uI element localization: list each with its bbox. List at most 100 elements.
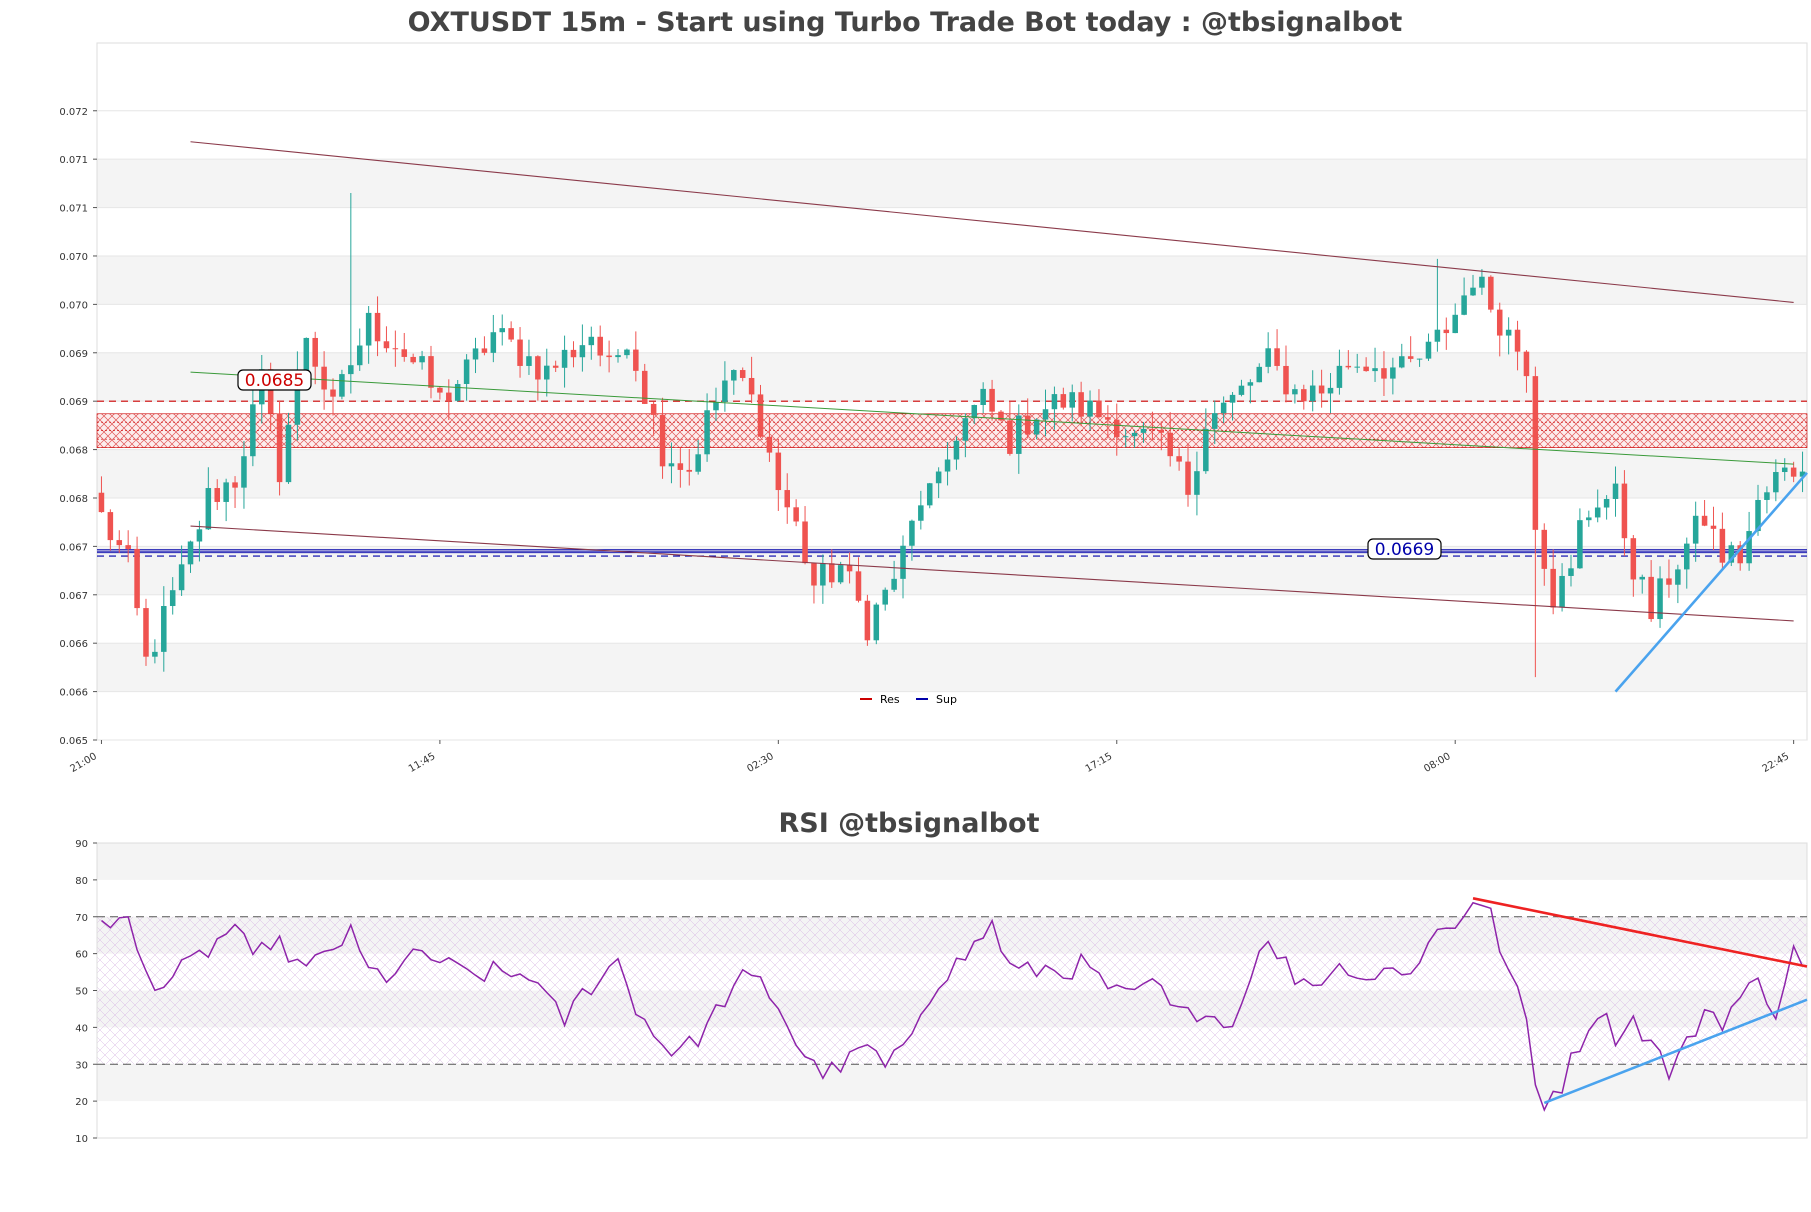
price-grid — [97, 110, 1807, 741]
candle-body — [1657, 578, 1663, 620]
candle — [544, 348, 550, 397]
price-tick-label: 0.066 — [59, 639, 88, 650]
time-tick-label: 11:45 — [407, 751, 437, 775]
candle-body — [1390, 367, 1396, 379]
candle — [802, 506, 808, 565]
candle — [1274, 329, 1280, 371]
candle — [1781, 458, 1788, 481]
candle — [597, 325, 603, 367]
candle-body — [294, 370, 301, 425]
candle-body — [267, 369, 274, 414]
support-resistance-zones — [96, 400, 1808, 557]
candle — [1586, 510, 1592, 527]
candle — [472, 337, 479, 374]
candle — [900, 535, 906, 599]
time-x-axis: 21:00 11:45 02:30 17:15 08:00 22:45 — [68, 740, 1795, 775]
candle-body — [1675, 569, 1681, 585]
candle — [909, 519, 915, 561]
candle-body — [1603, 498, 1610, 508]
candle-body — [1755, 499, 1761, 532]
candle — [1016, 404, 1022, 474]
candle — [232, 476, 238, 508]
candle-body — [1541, 529, 1548, 569]
candle-body — [837, 565, 844, 583]
candle-body — [686, 469, 693, 472]
candle-body — [802, 521, 808, 564]
candles — [98, 193, 1806, 678]
candle — [1675, 564, 1681, 604]
support-price-text: 0.0669 — [1375, 540, 1434, 560]
candle-body — [1470, 287, 1476, 296]
candle — [294, 351, 301, 441]
candle — [526, 339, 532, 375]
candle-body — [1345, 365, 1352, 368]
candle — [1621, 470, 1628, 557]
candle-body — [1443, 329, 1450, 334]
candle-body — [1105, 417, 1111, 420]
candle — [953, 436, 960, 470]
candle-body — [517, 339, 523, 366]
candle-body — [811, 563, 817, 586]
candle-body — [1799, 471, 1806, 477]
candle — [1568, 554, 1574, 587]
candle — [1799, 451, 1806, 493]
candle — [935, 467, 942, 499]
candle-body — [748, 377, 755, 395]
candle — [152, 639, 158, 664]
candle-body — [793, 507, 799, 522]
trend-support-line — [1614, 471, 1808, 693]
candle-body — [214, 488, 220, 502]
candle — [116, 530, 123, 553]
candle — [1594, 489, 1601, 523]
candle — [1541, 523, 1548, 586]
candle — [588, 326, 595, 360]
candle-body — [437, 387, 443, 393]
candle — [615, 349, 621, 363]
candle-body — [918, 505, 924, 521]
candle-body — [276, 413, 283, 483]
candle-body — [285, 424, 292, 483]
candle-body — [1612, 483, 1619, 499]
rsi-tick-label: 70 — [75, 913, 88, 924]
candle-body — [766, 436, 773, 453]
candle-body — [1247, 382, 1254, 386]
candle — [1024, 398, 1031, 439]
candle-body — [1648, 576, 1654, 620]
legend: Res Sup — [860, 693, 957, 706]
candle — [1292, 384, 1298, 404]
candle-body — [1007, 420, 1013, 454]
rsi-chart-title: RSI @tbsignalbot — [778, 808, 1039, 839]
candle — [392, 330, 399, 367]
candle — [463, 354, 470, 401]
candle — [1657, 566, 1663, 628]
candle — [98, 476, 105, 513]
candle — [1496, 302, 1503, 357]
candle-body — [561, 349, 568, 368]
candle — [1372, 347, 1378, 382]
support-price-label: 0.0669 — [1367, 538, 1442, 560]
candle-body — [178, 564, 185, 591]
candle-body — [1309, 385, 1316, 402]
candle-body — [633, 349, 639, 371]
candle-body — [446, 392, 452, 401]
candle — [446, 379, 452, 421]
trend-lines — [190, 141, 1808, 693]
candle — [1318, 369, 1325, 408]
candle — [1229, 392, 1236, 421]
candle-body — [1568, 568, 1574, 576]
candle — [784, 473, 790, 524]
candle — [1773, 459, 1779, 502]
candle-body — [330, 389, 336, 397]
rsi-band — [97, 1064, 1807, 1102]
candle — [641, 363, 648, 405]
candle — [1265, 332, 1271, 374]
candle-body — [535, 356, 541, 380]
candle-body — [935, 471, 942, 484]
candle-body — [1764, 492, 1770, 500]
candle — [1069, 384, 1075, 422]
candle — [873, 602, 880, 645]
candle — [374, 296, 381, 357]
candle-body — [241, 456, 247, 488]
candle-body — [1292, 389, 1298, 395]
candle-body — [1701, 515, 1708, 526]
